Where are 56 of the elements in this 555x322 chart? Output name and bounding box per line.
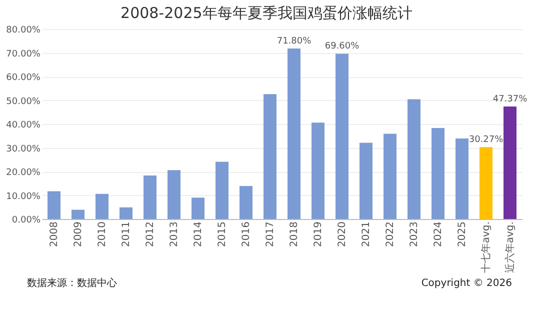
- bar: [240, 186, 252, 219]
- y-tick-label: 30.00%: [6, 144, 41, 154]
- bar: [144, 176, 156, 219]
- data-label: 71.80%: [276, 36, 312, 46]
- bar: [264, 94, 276, 219]
- bar: [504, 106, 516, 219]
- x-tick-label: 2023: [409, 222, 420, 247]
- bar: [120, 207, 132, 219]
- y-tick-label: 80.00%: [6, 26, 41, 36]
- bar: [456, 138, 468, 219]
- bar: [408, 99, 420, 219]
- x-tick-label: 2024: [433, 222, 444, 247]
- chart-title: 2008-2025年每年夏季我国鸡蛋价涨幅统计: [120, 4, 412, 22]
- x-tick-label: 2012: [145, 222, 156, 247]
- x-tick-label: 2018: [289, 222, 300, 247]
- y-tick-label: 0.00%: [12, 216, 41, 226]
- y-tick-label: 50.00%: [6, 96, 41, 107]
- x-tick-label: 2021: [361, 222, 372, 247]
- x-tick-label: 2022: [385, 222, 396, 247]
- x-tick-label: 2015: [217, 222, 228, 247]
- bar: [216, 162, 228, 219]
- bar: [384, 134, 396, 219]
- y-tick-label: 40.00%: [6, 120, 41, 130]
- bar: [168, 170, 180, 219]
- data-label: 30.27%: [468, 135, 504, 146]
- data-label: 69.60%: [324, 42, 360, 52]
- bar: [480, 147, 492, 219]
- text: Copyright © 2026: [421, 278, 512, 289]
- bar: [288, 48, 300, 219]
- bar: [192, 198, 204, 219]
- y-tick-label: 20.00%: [6, 168, 41, 178]
- x-tick-label: 近六年avg.: [504, 222, 516, 274]
- x-tick-label: 2020: [337, 222, 348, 247]
- x-tick-label: 2016: [241, 222, 252, 247]
- x-tick-label: 2017: [265, 222, 276, 247]
- x-tick-label: 2011: [121, 222, 132, 247]
- x-tick-label: 2009: [73, 222, 84, 247]
- x-tick-label: 2025: [457, 222, 468, 247]
- bar: [312, 122, 324, 219]
- x-tick-label: 十七年avg.: [480, 222, 492, 274]
- source-note: 数据来源：数据中心: [27, 277, 117, 289]
- bar: [96, 194, 108, 219]
- y-tick-label: 60.00%: [6, 73, 41, 83]
- x-tick-label: 2013: [169, 222, 180, 247]
- x-tick-label: 2010: [97, 222, 108, 247]
- bar: [72, 210, 84, 219]
- x-tick-label: 2014: [193, 222, 204, 247]
- y-tick-label: 70.00%: [6, 49, 41, 60]
- bar: [432, 128, 444, 219]
- y-tick-label: 10.00%: [6, 192, 41, 202]
- bar: [336, 54, 348, 219]
- x-tick-label: 2008: [49, 222, 60, 247]
- x-tick-label: 2019: [313, 222, 324, 247]
- bar: [360, 142, 372, 219]
- bar: [48, 191, 60, 219]
- data-label: 47.37%: [492, 94, 528, 104]
